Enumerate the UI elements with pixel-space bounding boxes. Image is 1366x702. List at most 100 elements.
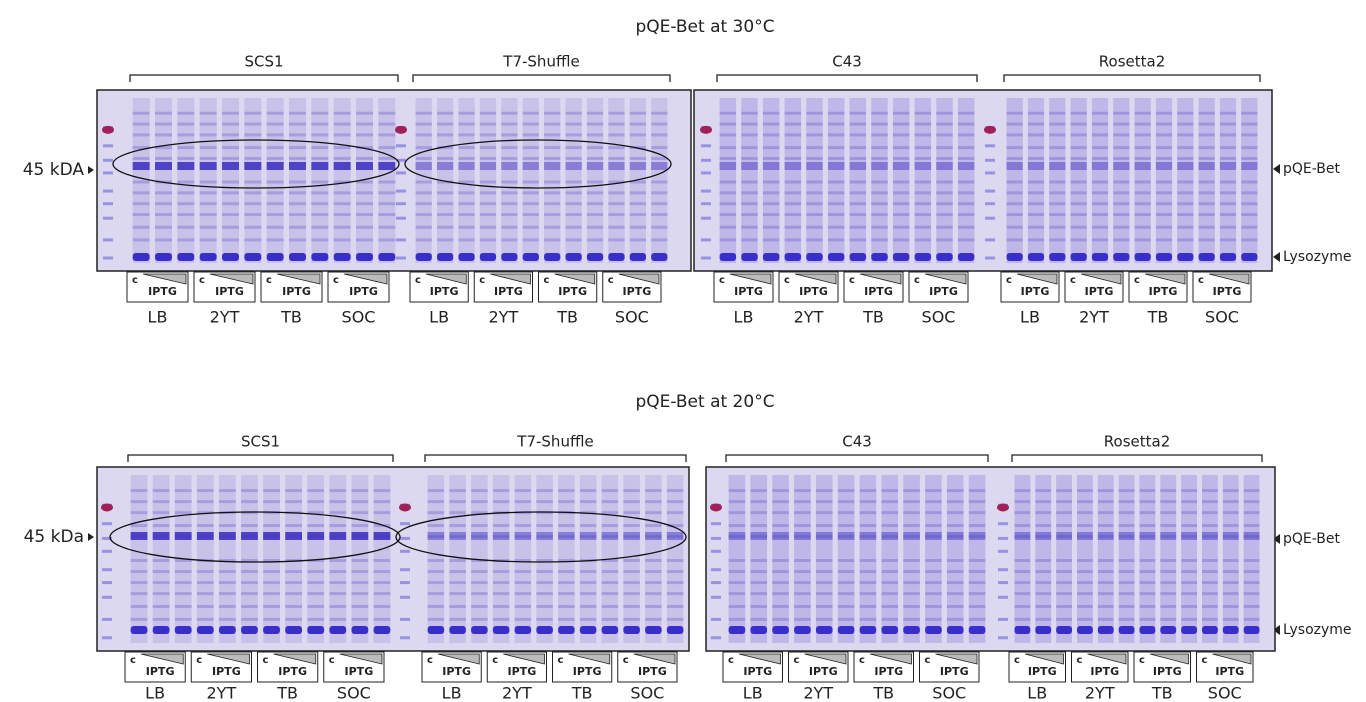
band bbox=[501, 202, 518, 206]
control-label: c bbox=[719, 275, 725, 286]
band bbox=[1097, 524, 1114, 528]
band bbox=[892, 156, 910, 160]
band bbox=[492, 617, 510, 621]
band bbox=[719, 146, 737, 150]
band bbox=[1160, 581, 1177, 585]
band bbox=[565, 213, 582, 217]
ladder-band bbox=[396, 144, 406, 148]
iptg-wedge bbox=[729, 273, 772, 285]
iptg-label: IPTG bbox=[1085, 285, 1114, 298]
lysozyme-band bbox=[608, 253, 625, 261]
band bbox=[351, 592, 369, 596]
lane bbox=[1160, 475, 1177, 643]
iptg-wedge bbox=[554, 273, 596, 285]
band bbox=[471, 535, 488, 539]
band bbox=[155, 156, 172, 160]
band bbox=[244, 146, 262, 150]
band bbox=[1118, 570, 1135, 574]
target-band bbox=[1243, 532, 1260, 540]
band bbox=[871, 180, 888, 184]
band bbox=[373, 605, 391, 608]
band bbox=[871, 191, 888, 195]
band-arrow bbox=[1273, 625, 1280, 635]
band bbox=[1027, 213, 1045, 217]
band bbox=[1049, 122, 1066, 126]
band bbox=[1181, 511, 1197, 515]
lane bbox=[957, 98, 975, 263]
target-band bbox=[1027, 162, 1045, 170]
band bbox=[741, 225, 758, 229]
band bbox=[914, 225, 932, 229]
band bbox=[608, 122, 625, 126]
band bbox=[881, 592, 899, 596]
ladder-band bbox=[400, 636, 410, 640]
band bbox=[458, 156, 475, 160]
iptg-wedge bbox=[1144, 273, 1186, 285]
band bbox=[177, 238, 195, 242]
lysozyme-band bbox=[1155, 253, 1173, 261]
band-arrow bbox=[1273, 534, 1280, 544]
band bbox=[903, 592, 920, 596]
band bbox=[827, 202, 845, 206]
target-band bbox=[1070, 162, 1087, 170]
band bbox=[311, 146, 329, 150]
target-band bbox=[1155, 162, 1173, 170]
band bbox=[222, 133, 239, 137]
band bbox=[1006, 111, 1023, 115]
band bbox=[651, 213, 668, 217]
band bbox=[1177, 180, 1194, 184]
band bbox=[586, 111, 604, 115]
lysozyme-band bbox=[1202, 626, 1218, 634]
band bbox=[1219, 238, 1237, 242]
band bbox=[373, 617, 391, 621]
control-label: c bbox=[859, 655, 865, 666]
control-label: c bbox=[333, 275, 339, 286]
band bbox=[471, 489, 488, 493]
band bbox=[1241, 122, 1258, 126]
band bbox=[1202, 617, 1218, 621]
band bbox=[1155, 180, 1173, 184]
band bbox=[132, 202, 150, 206]
lysozyme-band bbox=[356, 253, 373, 261]
band bbox=[623, 605, 640, 608]
band bbox=[728, 617, 746, 621]
band bbox=[1177, 156, 1194, 160]
control-label: c bbox=[1139, 655, 1145, 666]
band bbox=[1006, 191, 1023, 195]
lysozyme-band bbox=[449, 626, 466, 634]
control-label: c bbox=[132, 275, 138, 286]
band bbox=[514, 489, 532, 493]
medium-label: LB bbox=[1027, 684, 1047, 702]
ladder-band bbox=[701, 216, 711, 220]
band bbox=[329, 500, 347, 504]
band bbox=[1070, 156, 1087, 160]
band bbox=[479, 180, 497, 184]
band bbox=[1219, 133, 1237, 137]
iptg-wedge bbox=[490, 273, 531, 285]
band bbox=[378, 111, 396, 115]
target-band bbox=[289, 162, 306, 170]
band bbox=[436, 133, 454, 137]
band bbox=[1222, 617, 1239, 621]
band bbox=[241, 570, 258, 574]
lysozyme-band bbox=[514, 626, 532, 634]
band bbox=[436, 122, 454, 126]
lane bbox=[651, 98, 668, 263]
band bbox=[601, 500, 619, 504]
lane bbox=[903, 475, 920, 643]
lane bbox=[750, 475, 768, 643]
control-label: c bbox=[558, 655, 564, 666]
band bbox=[762, 111, 780, 115]
band bbox=[1160, 592, 1177, 596]
band bbox=[645, 570, 662, 574]
band bbox=[1077, 524, 1093, 528]
band bbox=[881, 500, 899, 504]
lane bbox=[1097, 475, 1114, 643]
band bbox=[914, 156, 932, 160]
band bbox=[827, 111, 845, 115]
ladder-band bbox=[103, 238, 113, 242]
band bbox=[1241, 202, 1258, 206]
target-band bbox=[1134, 162, 1151, 170]
lysozyme-band bbox=[199, 253, 217, 261]
band bbox=[1118, 524, 1135, 528]
